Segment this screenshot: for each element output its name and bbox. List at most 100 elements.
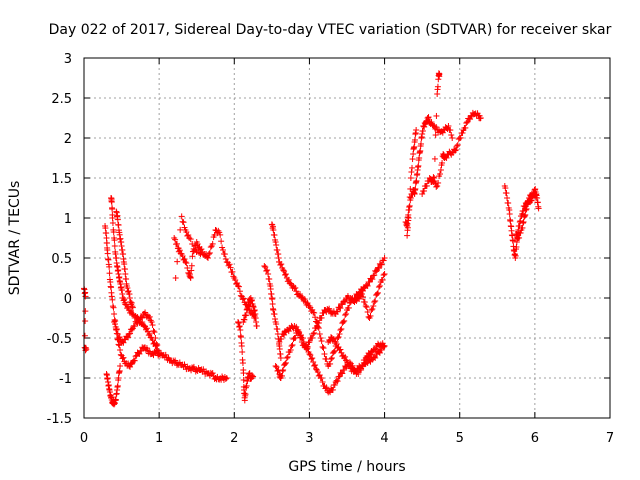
data-point <box>109 296 116 303</box>
data-point <box>218 238 225 245</box>
data-point <box>336 331 343 337</box>
data-point <box>433 124 440 131</box>
data-point <box>119 355 126 362</box>
data-point <box>129 304 136 311</box>
data-point <box>264 267 271 274</box>
x-tick-label: 5 <box>456 431 464 446</box>
tick-layer: 0 1 2 3 4 5 6 7 -1.5 -1 -0.5 0 0.5 1 1.5 2 2.5 3 <box>47 52 615 446</box>
data-point <box>282 361 289 367</box>
data-point <box>184 265 191 271</box>
data-point <box>287 280 294 287</box>
data-point <box>241 316 248 323</box>
data-point <box>405 215 412 221</box>
data-point <box>334 335 341 342</box>
data-point <box>189 253 196 260</box>
data-point <box>337 327 344 334</box>
data-point <box>404 224 411 231</box>
data-point <box>283 355 290 361</box>
data-point <box>272 239 279 245</box>
x-tick-label: 6 <box>531 431 539 446</box>
data-point <box>131 357 138 364</box>
data-point <box>310 359 317 365</box>
data-point <box>154 342 161 349</box>
data-point <box>320 345 327 352</box>
x-tick-label: 4 <box>380 431 388 446</box>
data-point <box>242 391 249 398</box>
data-point <box>317 335 324 341</box>
data-point <box>120 295 127 301</box>
grid-layer <box>84 58 610 418</box>
data-point <box>345 304 352 311</box>
data-point <box>109 206 116 213</box>
data-point <box>151 329 158 336</box>
data-point <box>330 349 337 355</box>
data-point <box>522 207 529 213</box>
data-point <box>274 326 281 333</box>
data-point <box>282 271 289 278</box>
data-point <box>149 322 156 329</box>
y-tick-label: -0.5 <box>47 332 72 347</box>
data-point <box>273 242 280 248</box>
data-point <box>319 343 326 350</box>
data-point <box>235 283 242 289</box>
data-point <box>238 343 245 349</box>
data-point <box>270 227 277 233</box>
data-point <box>413 127 420 133</box>
data-point <box>125 288 132 295</box>
data-point <box>338 325 345 332</box>
data-point <box>250 373 257 380</box>
data-point <box>457 134 464 141</box>
data-point <box>285 276 292 283</box>
data-point <box>266 276 273 283</box>
data-point <box>179 253 186 259</box>
data-point <box>415 162 422 169</box>
data-point <box>516 234 523 241</box>
data-point <box>502 185 509 192</box>
data-point <box>406 202 413 209</box>
data-point <box>313 365 320 372</box>
data-point <box>177 226 184 233</box>
data-point <box>503 190 510 197</box>
data-point <box>235 319 242 325</box>
data-point <box>223 375 230 381</box>
data-point <box>117 363 124 369</box>
data-point <box>306 339 313 345</box>
y-tick-label: 1.5 <box>51 172 72 187</box>
x-tick-label: 3 <box>305 431 313 446</box>
data-point <box>366 279 373 285</box>
data-point <box>412 185 419 192</box>
data-point <box>373 268 380 275</box>
data-point <box>428 119 435 126</box>
data-points-layer <box>81 70 542 408</box>
data-point <box>111 237 118 244</box>
data-point <box>375 265 382 272</box>
data-point <box>212 227 219 233</box>
data-point <box>222 256 229 262</box>
data-point <box>407 195 414 201</box>
data-point <box>204 255 211 261</box>
data-point <box>323 384 330 391</box>
data-point <box>381 343 388 349</box>
y-tick-label: -1 <box>59 372 72 387</box>
data-point <box>270 307 277 313</box>
data-point <box>287 347 294 353</box>
data-point <box>431 155 438 162</box>
data-point <box>114 216 121 223</box>
data-point <box>327 360 334 367</box>
data-point <box>174 258 181 265</box>
data-point <box>374 291 381 297</box>
y-tick-label: 2.5 <box>51 92 72 107</box>
data-point <box>432 132 439 139</box>
data-point <box>529 193 536 200</box>
data-point <box>120 339 127 346</box>
data-point <box>333 377 340 384</box>
data-point <box>235 320 242 327</box>
data-point <box>294 327 301 334</box>
data-point <box>437 167 444 173</box>
y-tick-label: 2 <box>64 132 72 147</box>
data-point <box>129 303 136 310</box>
data-point <box>185 232 192 239</box>
data-point <box>406 194 413 201</box>
data-point <box>409 156 416 163</box>
